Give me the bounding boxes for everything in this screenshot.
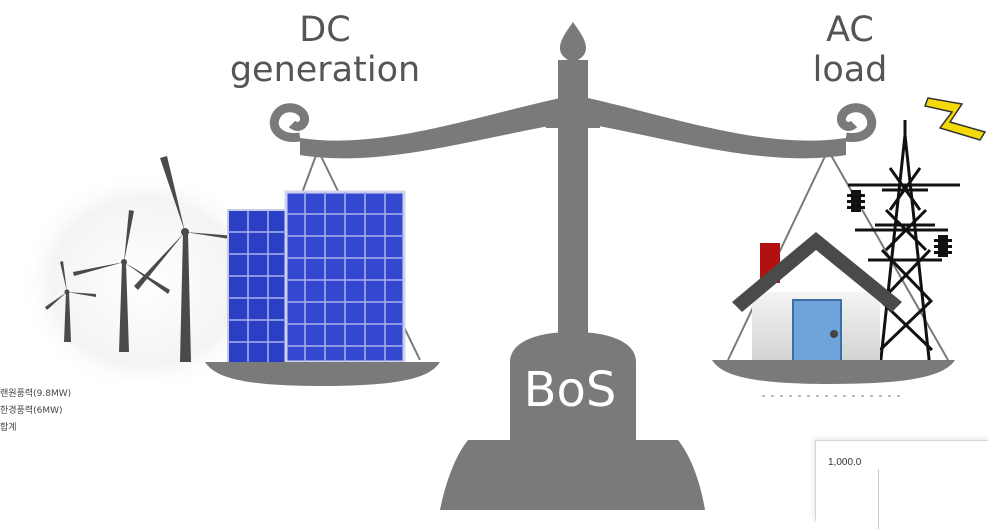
bos-label: BoS bbox=[523, 362, 617, 418]
legend-item: 한경풍력(6MW) bbox=[0, 406, 63, 416]
balance-scale bbox=[269, 22, 877, 510]
ac-load-title: AC load bbox=[812, 10, 888, 90]
dc-generation-title: DC generation bbox=[229, 10, 421, 90]
legend: 랜원풍력(9.8MW) 한경풍력(6MW) 합계 bbox=[0, 386, 71, 437]
wind-farm-glow bbox=[20, 170, 270, 394]
wind-turbine-icon bbox=[45, 156, 262, 362]
mini-chart-axis bbox=[878, 469, 879, 529]
mini-chart-fragment: 1,000.0 bbox=[815, 440, 988, 529]
lightning-bolt-icon bbox=[923, 97, 987, 141]
solar-panel-icon bbox=[227, 190, 406, 371]
mini-chart-tick-label: 1,000.0 bbox=[828, 457, 862, 468]
legend-item: 합계 bbox=[0, 423, 17, 433]
balance-scale-diagram bbox=[20, 22, 987, 510]
insulator-icon bbox=[847, 190, 952, 257]
left-pan bbox=[205, 362, 440, 386]
house-icon bbox=[732, 232, 902, 371]
legend-item: 랜원풍력(9.8MW) bbox=[0, 389, 72, 399]
right-pan bbox=[712, 360, 955, 384]
